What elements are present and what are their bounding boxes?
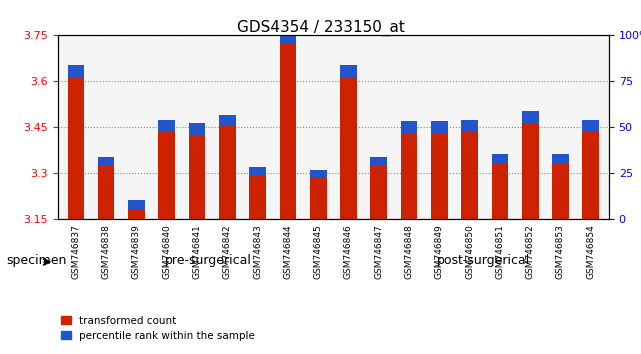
- Bar: [370, 166, 387, 219]
- Bar: [67, 77, 84, 219]
- Bar: [188, 135, 205, 219]
- Bar: [462, 132, 478, 219]
- Bar: [401, 121, 417, 133]
- Bar: [522, 123, 538, 219]
- Bar: [249, 175, 266, 219]
- Bar: [128, 200, 145, 209]
- Bar: [188, 123, 205, 135]
- Text: pre-surgerical: pre-surgerical: [165, 254, 252, 267]
- Bar: [310, 170, 326, 178]
- Bar: [67, 64, 84, 77]
- Bar: [340, 64, 357, 77]
- Bar: [279, 43, 296, 219]
- Bar: [583, 120, 599, 132]
- Bar: [492, 154, 508, 163]
- Bar: [431, 133, 447, 219]
- Bar: [310, 178, 326, 219]
- Bar: [158, 120, 175, 132]
- Bar: [552, 154, 569, 164]
- Legend: transformed count, percentile rank within the sample: transformed count, percentile rank withi…: [56, 312, 260, 345]
- Bar: [552, 164, 569, 219]
- Text: GDS4354 / 233150_at: GDS4354 / 233150_at: [237, 19, 404, 36]
- Bar: [522, 110, 538, 123]
- Bar: [279, 31, 296, 43]
- Bar: [370, 156, 387, 166]
- Bar: [401, 133, 417, 219]
- Bar: [340, 77, 357, 219]
- Bar: [158, 132, 175, 219]
- Bar: [98, 166, 115, 219]
- Bar: [492, 163, 508, 219]
- Text: specimen: specimen: [6, 254, 67, 267]
- Bar: [249, 167, 266, 175]
- Bar: [219, 115, 236, 126]
- Text: post-surgerical: post-surgerical: [437, 254, 531, 267]
- Bar: [219, 126, 236, 219]
- Bar: [98, 156, 115, 166]
- Bar: [128, 209, 145, 219]
- Bar: [462, 120, 478, 132]
- Bar: [583, 132, 599, 219]
- Bar: [431, 121, 447, 133]
